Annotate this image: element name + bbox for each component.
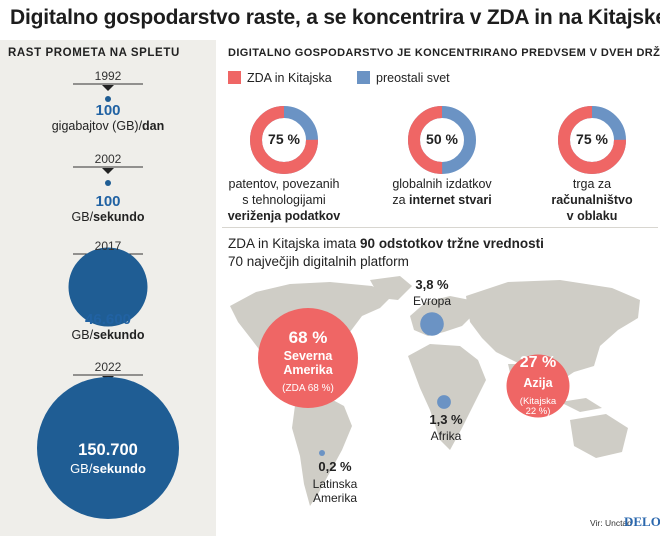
caption-line-bold: veriženja podatkov — [227, 209, 341, 223]
donut-pct-3: 75 % — [576, 131, 608, 147]
region-bubble-north-america — [258, 308, 358, 408]
legend-item-rest: preostali svet — [357, 71, 450, 85]
unit-text: gigabajtov (GB)/ — [51, 119, 143, 133]
unit-text: GB/ — [70, 461, 93, 476]
region-pct-asia: 27 % — [519, 354, 557, 371]
divider — [222, 227, 658, 228]
unit-label-2002: GB/sekundo — [28, 210, 188, 225]
unit-bold: sekundo — [92, 461, 146, 476]
value-label-2017: 46.600 — [85, 311, 131, 328]
caption-line-bold: v oblaku — [566, 209, 618, 223]
traffic-heading: Rast prometa na spletu — [8, 47, 180, 59]
region-pct-latin-america: 0,2 % — [318, 459, 352, 474]
caption-bold: internet stvari — [409, 193, 492, 207]
caption-line: s tehnologijami — [242, 193, 326, 207]
landmass-indonesia — [560, 398, 602, 412]
unit-bold: dan — [142, 119, 165, 133]
region-note-asia-2: 22 %) — [525, 406, 551, 417]
traffic-bubble-1992 — [105, 96, 111, 102]
region-pct-europe: 3,8 % — [415, 277, 449, 292]
landmass-south-america — [292, 392, 352, 506]
donut-caption-3: trga za računalništvo v oblaku — [522, 176, 660, 224]
region-name-latin-america-2: Amerika — [312, 491, 357, 505]
heading-text: ZDA in Kitajska imata — [228, 236, 361, 251]
unit-text: GB/ — [71, 210, 94, 224]
region-bubble-europe — [420, 312, 444, 336]
traffic-bubble-2017 — [68, 247, 148, 327]
year-label-2022: 2022 — [94, 360, 122, 374]
region-name-north-america-1: Severna — [283, 349, 333, 363]
legend-swatch — [357, 71, 370, 84]
legend-label: ZDA in Kitajska — [247, 71, 332, 85]
region-note-asia-1: (Kitajska — [519, 396, 557, 407]
value-label-2022: 150.700 — [78, 441, 138, 459]
unit-bold: sekundo — [93, 210, 145, 224]
caption-line: globalnih izdatkov — [392, 177, 492, 191]
source-note: Vir: Unctad — [590, 518, 632, 528]
year-label-1992: 1992 — [94, 69, 122, 83]
year-label-2002: 2002 — [94, 152, 122, 166]
donut-share-2 — [408, 106, 476, 174]
unit-label-2022: GB/sekundo — [28, 461, 188, 476]
year-arrow-1992 — [102, 85, 114, 91]
region-name-latin-america-1: Latinska — [312, 477, 358, 491]
region-bubble-africa — [437, 395, 451, 409]
landmass-australia — [570, 414, 628, 458]
region-name-north-america-2: Amerika — [283, 363, 333, 377]
traffic-bubble-2002 — [105, 180, 111, 186]
page-title: Digitalno gospodarstvo raste, a se konce… — [10, 6, 660, 29]
platforms-heading: ZDA in Kitajska imata 90 odstotkov tržne… — [228, 235, 544, 271]
region-bubble-latin-america — [319, 450, 325, 456]
region-pct-africa: 1,3 % — [429, 412, 463, 427]
caption-line-bold: računalništvo — [551, 193, 633, 207]
landmass-greenland — [370, 276, 412, 300]
region-name-africa: Afrika — [430, 429, 462, 443]
unit-label-2017: GB/sekundo — [28, 328, 188, 343]
unit-text: GB/ — [71, 328, 94, 342]
value-label-1992: 100 — [95, 102, 121, 119]
region-name-asia: Azija — [523, 376, 553, 390]
legend-label: preostali svet — [376, 71, 450, 85]
caption-line: trga za — [572, 177, 612, 191]
donut-pct-2: 50 % — [426, 131, 458, 147]
caption-text: za — [392, 193, 409, 207]
region-pct-north-america: 68 % — [288, 328, 328, 347]
unit-label-1992: gigabajtov (GB)/dan — [28, 119, 188, 134]
legend-swatch — [228, 71, 241, 84]
donut-pct-1: 75 % — [268, 131, 300, 147]
heading-bold: 90 odstotkov tržne vrednosti — [360, 236, 544, 251]
legend-item-us-china: ZDA in Kitajska — [228, 71, 332, 85]
value-label-2002: 100 — [95, 193, 121, 210]
landmass-asia — [466, 280, 640, 384]
traffic-bubble-2022 — [37, 377, 179, 519]
region-note-north-america: (ZDA 68 %) — [282, 383, 334, 394]
caption-line: za internet stvari — [372, 192, 512, 208]
donut-share-1 — [250, 106, 318, 174]
concentration-heading: Digitalno gospodarstvo je koncentrirano … — [228, 47, 660, 59]
traffic-chart — [37, 83, 179, 519]
platforms-heading-line2: 70 največjih digitalnih platform — [228, 254, 409, 269]
caption-line: patentov, povezanih — [228, 177, 340, 191]
donut-caption-2: globalnih izdatkov za internet stvari — [372, 176, 512, 208]
donut-share-3 — [558, 106, 626, 174]
platforms-heading-line1: ZDA in Kitajska imata 90 odstotkov tržne… — [228, 235, 544, 253]
year-label-2017: 2017 — [94, 239, 122, 253]
donut-caption-1: patentov, povezanih s tehnologijami veri… — [214, 176, 354, 224]
unit-bold: sekundo — [93, 328, 145, 342]
region-name-europe: Evropa — [412, 294, 452, 308]
year-arrow-2002 — [102, 168, 114, 174]
publisher-logo: DELO — [624, 514, 660, 529]
region-bubble-asia — [506, 354, 570, 418]
